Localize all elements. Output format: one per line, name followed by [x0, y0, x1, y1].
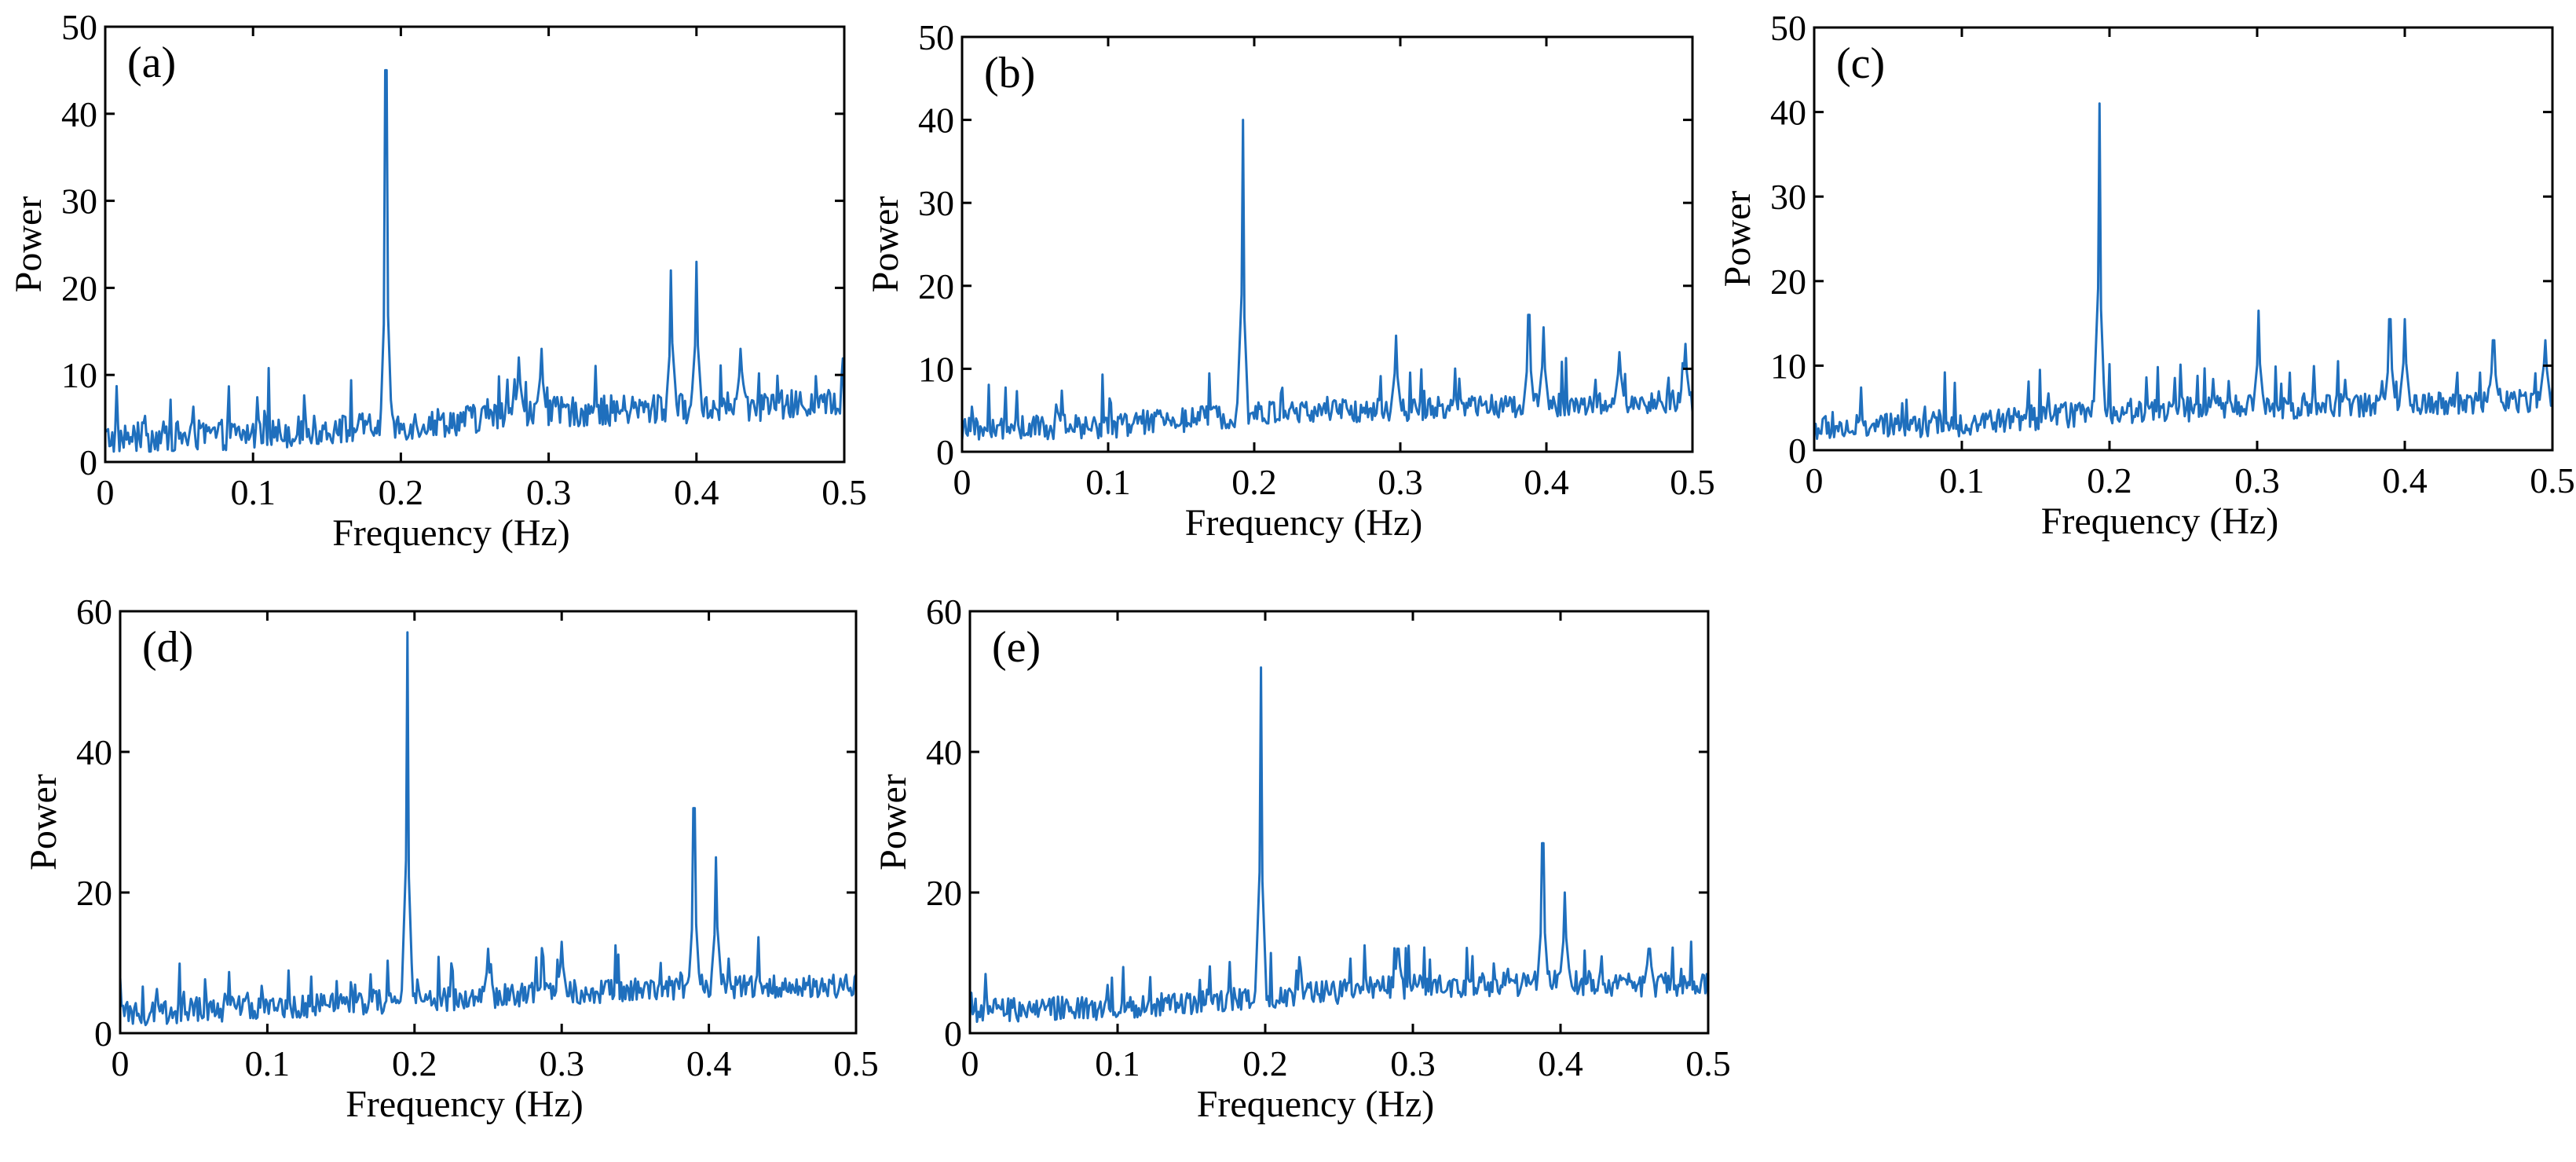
x-tick-label: 0.2 — [2087, 460, 2132, 500]
y-tick-label: 30 — [1770, 177, 1806, 217]
plot-frame — [968, 610, 1710, 1035]
panel-label: (d) — [142, 623, 193, 672]
x-axis-label: Frequency (Hz) — [1197, 1083, 1435, 1125]
panel-d: 0 0.1 0.2 0.3 0.4 0.5 0 20 40 60 Frequency (Hz) Pow… — [23, 592, 879, 1125]
panel-a: 0 0.1 0.2 0.3 0.4 0.5 0 10 20 30 40 50 Frequency (Hz… — [8, 7, 867, 554]
y-tick-label: 0 — [1788, 431, 1806, 471]
x-tick-label: 0 — [953, 462, 971, 502]
y-tick-label: 0 — [79, 442, 97, 482]
y-axis-label: Power — [1717, 191, 1758, 288]
x-tick-label: 0.4 — [686, 1043, 732, 1083]
x-tick-label: 0.1 — [1095, 1043, 1140, 1083]
x-tick-label: 0.5 — [833, 1043, 879, 1083]
y-tick-label: 60 — [926, 592, 962, 632]
panel-label: (a) — [127, 38, 176, 87]
y-tick-label: 0 — [944, 1014, 962, 1054]
y-tick-label: 40 — [1770, 93, 1806, 133]
x-tick-label: 0.3 — [539, 1043, 584, 1083]
x-tick-label: 0.4 — [1538, 1043, 1583, 1083]
x-tick-label: 0.4 — [674, 472, 719, 512]
x-tick-label: 0 — [112, 1043, 130, 1083]
x-axis-label: Frequency (Hz) — [346, 1083, 584, 1125]
y-axis-label: Power — [23, 774, 64, 871]
x-tick-label: 0.1 — [1939, 460, 1985, 500]
x-tick-label: 0.3 — [1378, 462, 1423, 502]
y-tick-label: 50 — [1770, 8, 1806, 48]
y-tick-label: 10 — [1770, 346, 1806, 386]
y-tick-label: 50 — [918, 17, 954, 57]
x-tick-label: 0.5 — [821, 472, 867, 512]
panel-c: 0 0.1 0.2 0.3 0.4 0.5 0 10 20 30 40 50 Frequency (Hz… — [1717, 8, 2575, 542]
plot-frame — [119, 610, 858, 1035]
x-tick-label: 0.3 — [526, 472, 572, 512]
y-tick-label: 30 — [918, 183, 954, 223]
y-tick-label: 40 — [918, 101, 954, 141]
x-tick-label: 0 — [961, 1043, 979, 1083]
y-tick-label: 0 — [936, 432, 954, 472]
panel-label: (b) — [984, 49, 1035, 97]
y-tick-label: 10 — [61, 355, 97, 395]
y-axis-label: Power — [873, 774, 914, 871]
plot-frame — [961, 35, 1694, 453]
x-tick-label: 0.2 — [1231, 462, 1277, 502]
x-axis-label: Frequency (Hz) — [332, 512, 570, 554]
y-axis-label: Power — [8, 196, 49, 293]
x-tick-label: 0.3 — [1390, 1043, 1436, 1083]
plot-frame — [1813, 26, 2554, 452]
x-tick-label: 0.5 — [1670, 462, 1715, 502]
x-tick-label: 0.4 — [1524, 462, 1569, 502]
x-tick-label: 0.3 — [2234, 460, 2280, 500]
series-line — [1813, 102, 2554, 440]
x-tick-label: 0.2 — [379, 472, 424, 512]
x-axis-label: Frequency (Hz) — [2041, 500, 2279, 542]
y-tick-label: 20 — [926, 873, 962, 913]
panel-label: (e) — [992, 623, 1041, 672]
x-tick-label: 0 — [97, 472, 115, 512]
plot-frame — [104, 25, 846, 464]
series-line — [104, 68, 846, 453]
x-tick-label: 0.5 — [2530, 460, 2575, 500]
y-tick-label: 40 — [926, 732, 962, 772]
x-tick-label: 0 — [1806, 460, 1824, 500]
x-tick-label: 0.2 — [392, 1043, 437, 1083]
panel-b: 0 0.1 0.2 0.3 0.4 0.5 0 10 20 30 40 50 Frequency (Hz… — [865, 17, 1715, 544]
y-tick-label: 40 — [76, 732, 112, 772]
panel-label: (c) — [1836, 39, 1885, 88]
y-tick-label: 0 — [94, 1014, 112, 1054]
y-axis-label: Power — [865, 196, 906, 293]
series-line — [119, 631, 858, 1027]
y-tick-label: 50 — [61, 7, 97, 47]
y-tick-label: 20 — [61, 268, 97, 308]
y-tick-label: 60 — [76, 592, 112, 632]
y-tick-label: 20 — [918, 266, 954, 306]
x-tick-label: 0.4 — [2382, 460, 2428, 500]
series-line — [968, 666, 1710, 1023]
x-tick-label: 0.2 — [1242, 1043, 1288, 1083]
x-tick-label: 0.5 — [1685, 1043, 1731, 1083]
series-line — [961, 119, 1694, 441]
x-axis-label: Frequency (Hz) — [1185, 502, 1423, 544]
x-tick-label: 0.1 — [230, 472, 276, 512]
panel-e: 0 0.1 0.2 0.3 0.4 0.5 0 20 40 60 Frequency (Hz) Pow… — [873, 592, 1731, 1125]
y-tick-label: 40 — [61, 94, 97, 134]
x-tick-label: 0.1 — [1085, 462, 1131, 502]
x-tick-label: 0.1 — [245, 1043, 291, 1083]
y-tick-label: 20 — [76, 873, 112, 913]
y-tick-label: 30 — [61, 181, 97, 222]
y-tick-label: 20 — [1770, 262, 1806, 302]
y-tick-label: 10 — [918, 349, 954, 389]
